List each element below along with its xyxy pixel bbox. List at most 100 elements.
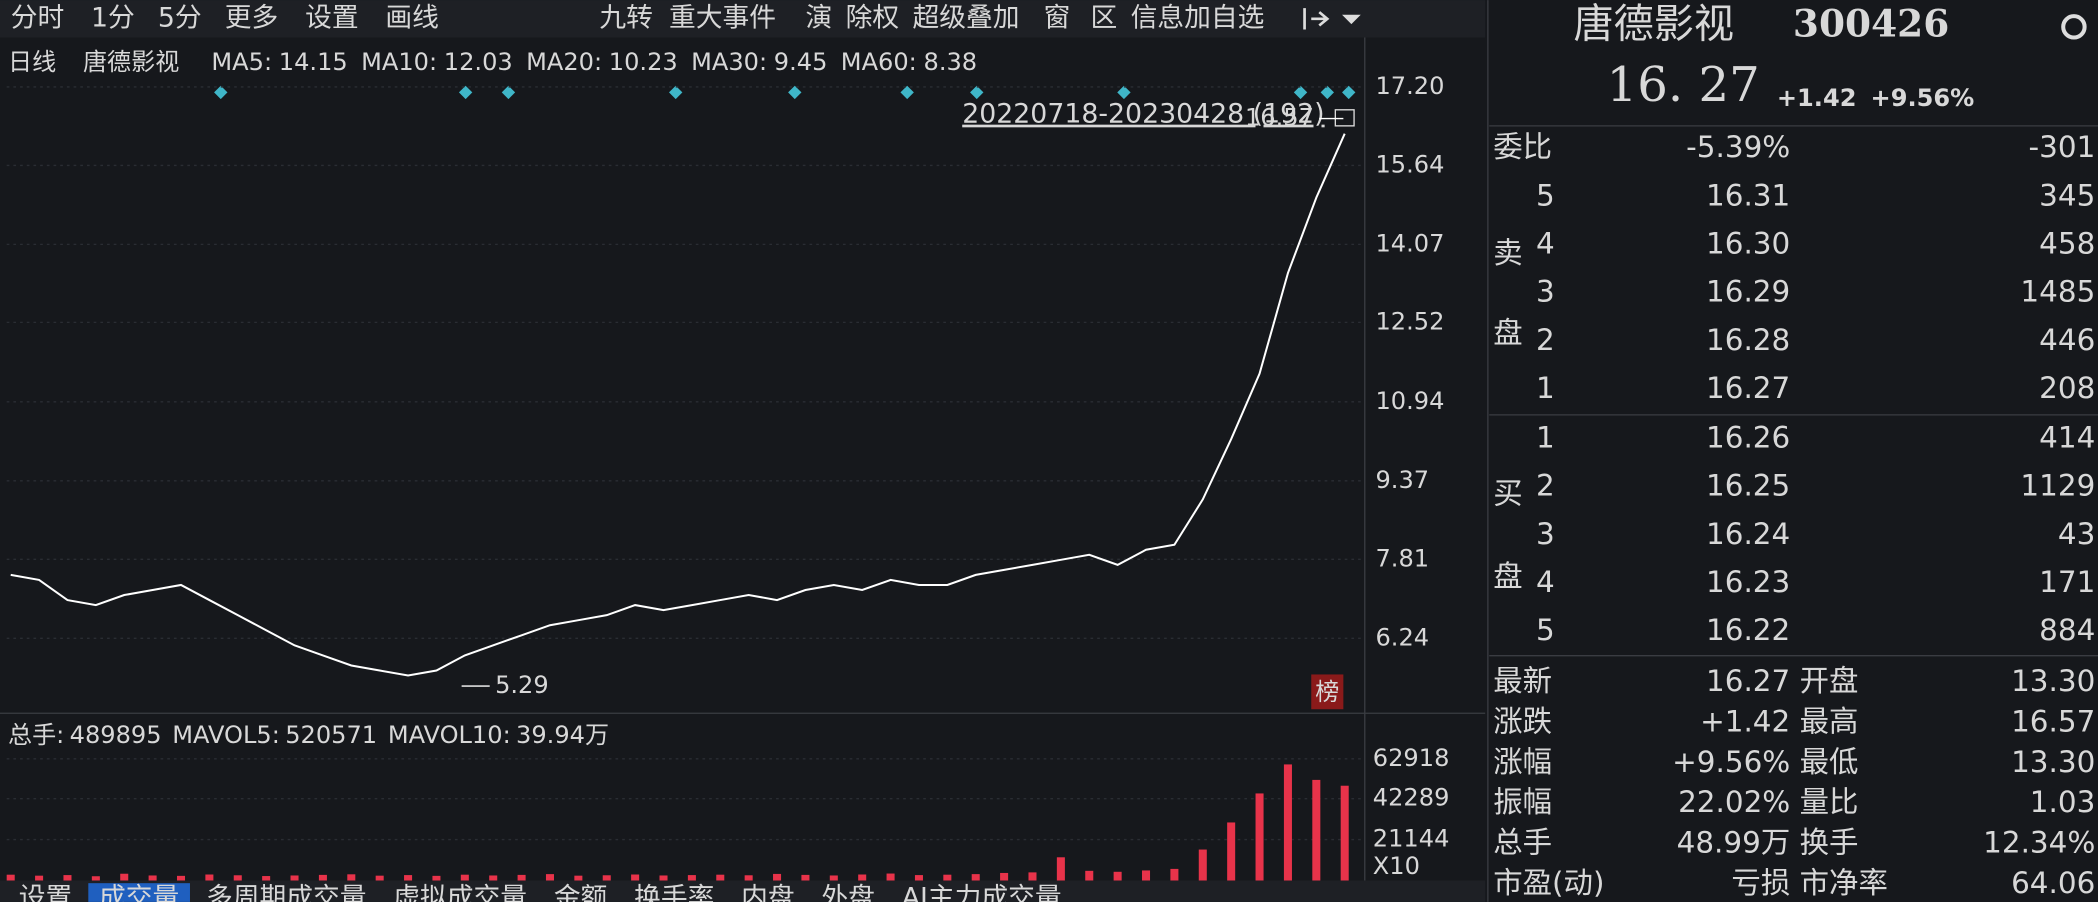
volume-bar [460,874,469,881]
toolbar-item[interactable]: 窗 [1044,2,1071,33]
volume-bar [1056,857,1065,881]
stat-label: 总手 [1493,826,1552,860]
tab[interactable]: 换手率 [634,883,714,902]
toolbar-item[interactable]: 5分 [158,2,202,33]
event-marker[interactable] [1342,85,1356,100]
tab[interactable]: 设置 [19,883,73,902]
volume-bar [1198,849,1207,881]
volume-bar [347,874,356,881]
book-price: 16.31 [1706,178,1790,212]
book-level: 1 [1536,420,1555,454]
badge-box [1311,674,1344,710]
tab[interactable]: 成交量 [99,883,179,902]
volume-bar [517,874,526,881]
volume-bar [6,874,15,881]
volume-header: 489895 [70,721,162,749]
event-marker[interactable] [669,85,683,100]
stat-value: 12.34% [1983,826,2095,860]
toolbar [0,0,1486,38]
book-volume: 1485 [2020,275,2095,309]
toolbar-item[interactable]: 区 [1090,2,1117,33]
volume-bar [1028,872,1037,881]
toolbar-item[interactable]: 1分 [91,2,135,33]
y-tick-label: 14.07 [1375,229,1444,257]
tab[interactable]: 金额 [554,883,608,902]
event-marker[interactable] [458,85,473,100]
volume-bar [489,875,498,881]
book-price: 16.24 [1706,517,1790,551]
event-marker[interactable] [501,85,516,100]
period-label: 日线 [8,48,56,76]
volume-bar [829,875,838,881]
volume-bar [318,874,327,881]
volume-bar [176,875,186,881]
tab-bar [0,880,1486,902]
book-level: 5 [1536,178,1555,212]
stat-value: 13.30 [2011,664,2095,698]
toolbar-item[interactable]: 更多 [225,2,279,33]
lock-icon[interactable] [1334,109,1355,127]
event-marker[interactable] [900,85,914,100]
tab[interactable]: AI主力成交量 [902,883,1062,902]
event-marker[interactable] [788,85,802,100]
book-price: 16.27 [1706,371,1790,405]
volume-bar [574,875,583,881]
low-label: 5.29 [495,671,549,699]
volume-bar [914,875,923,881]
toolbar-item[interactable]: 画线 [385,2,439,33]
book-volume: 884 [2039,613,2095,647]
event-marker[interactable] [970,85,984,100]
stat-label: 振幅 [1493,785,1552,819]
stat-label: 开盘 [1800,664,1859,698]
volume-bar [262,876,271,881]
volume-bar [1227,822,1236,881]
volume-bar [1085,870,1094,881]
stat-value: 13.30 [2011,745,2095,779]
volume-bar [1283,764,1292,881]
toolbar-item[interactable]: 九转 [599,2,653,33]
settings-icon[interactable] [2061,14,2087,40]
stat-value: 16.27 [1706,664,1790,698]
stat-label: 最新 [1493,664,1552,698]
volume-bar [687,875,696,881]
toolbar-item[interactable]: 重大事件 [669,2,776,33]
event-marker[interactable] [1293,85,1308,100]
toolbar-item[interactable]: 除权 [846,2,900,33]
volume-bar [205,874,214,881]
toolbar-item[interactable]: 信息加自选 [1131,2,1265,33]
volume-bar [91,876,100,881]
event-marker[interactable] [1320,85,1334,100]
dropdown-icon[interactable] [1342,14,1361,25]
y-tick-label: 17.20 [1375,72,1444,100]
volume-bar [744,875,753,881]
volume-bar [971,874,980,881]
book-level: 5 [1536,613,1555,647]
toolbar-item[interactable]: 分时 [11,2,65,33]
tab[interactable]: 多周期成交量 [206,883,367,902]
range-label: 20220718-20230428 (192) [962,99,1324,130]
ma-label: MA10: [361,48,437,76]
toggle-icon[interactable] [1303,8,1330,30]
volume-header: 总手: [8,721,64,749]
toolbar-item[interactable]: 超级叠加 [913,2,1020,33]
event-marker[interactable] [214,85,228,100]
volume-bar [1340,785,1349,881]
tab[interactable]: 内盘 [741,883,795,902]
ratio-value: -5.39% [1686,130,1790,164]
badge: 榜 [1315,678,1339,706]
volume-bar [63,875,72,881]
ratio-label: 委比 [1493,130,1552,164]
toolbar-item[interactable]: 设置 [305,2,359,33]
tab[interactable]: 虚拟成交量 [393,883,527,902]
book-level: 4 [1536,565,1555,599]
book-price: 16.26 [1706,420,1790,454]
y-tick-label: 21144 [1373,825,1450,853]
stat-value: 48.99万 [1677,826,1791,860]
volume-bar [233,875,242,881]
stock-name: 唐德影视 [83,48,179,76]
y-tick-label: 62918 [1373,744,1450,772]
tab[interactable]: 外盘 [821,883,875,902]
toolbar-item[interactable]: 演 [805,2,832,33]
volume-bar [801,874,810,881]
